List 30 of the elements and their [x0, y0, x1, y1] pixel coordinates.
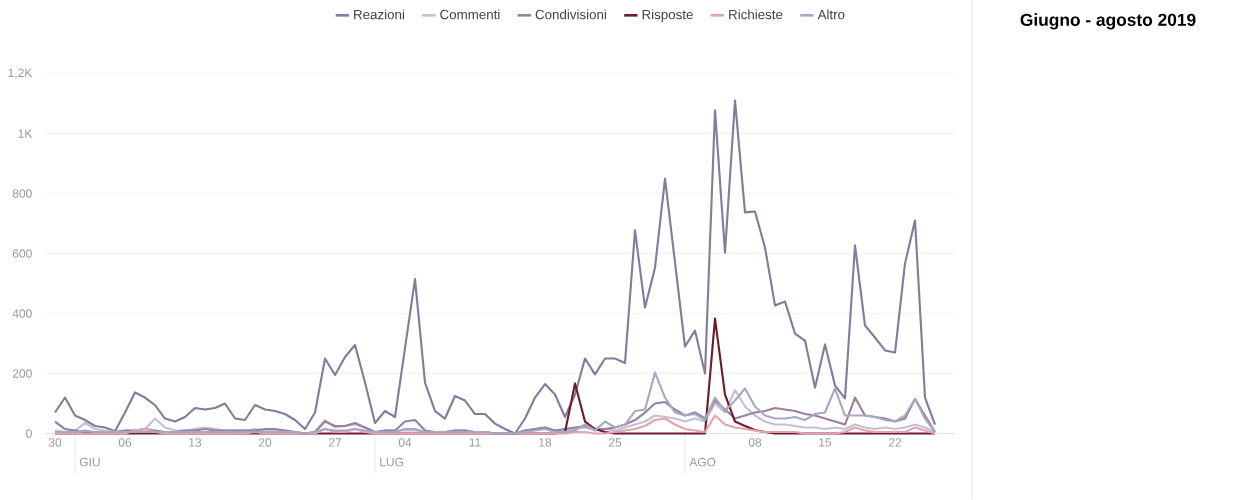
legend-label: Reazioni	[354, 9, 404, 20]
y-tick-label: 0	[26, 429, 32, 438]
y-tick-label: 600	[12, 249, 32, 258]
y-tick-label: 400	[12, 309, 32, 318]
legend-label: Altro	[817, 9, 845, 20]
y-tick-label: 1,2K	[8, 68, 33, 79]
x-tick-label: 13	[189, 438, 202, 447]
y-tick-label: 800	[12, 189, 32, 198]
x-tick-label: 08	[748, 438, 762, 447]
ref-line-label: LUG	[380, 457, 404, 467]
line-series	[53, 99, 937, 435]
legend-label: Commenti	[440, 9, 500, 20]
x-tick-label: 15	[819, 438, 832, 447]
x-tick-label: 25	[608, 438, 622, 447]
x-tick-label: 06	[118, 438, 132, 447]
ref-line-label: GIU	[79, 457, 100, 467]
legend-label: Risposte	[642, 9, 693, 22]
x-tick-label: 22	[888, 438, 902, 447]
y-tick-label: 1K	[18, 129, 33, 138]
x-tick-label: 18	[539, 438, 552, 447]
x-tick-label: 11	[469, 438, 481, 447]
ref-line-label: AGO	[689, 457, 716, 467]
x-tick-label: 04	[398, 438, 412, 447]
text: Giugno - agosto 2019	[1020, 13, 1196, 30]
legend-label: Condivisioni	[535, 9, 606, 20]
x-tick-label: 27	[328, 438, 342, 447]
x-tick-label: 20	[258, 438, 272, 447]
legend-label: Richieste	[729, 9, 783, 20]
y-tick-label: 200	[12, 369, 32, 378]
x-tick-label: 30	[48, 438, 62, 447]
